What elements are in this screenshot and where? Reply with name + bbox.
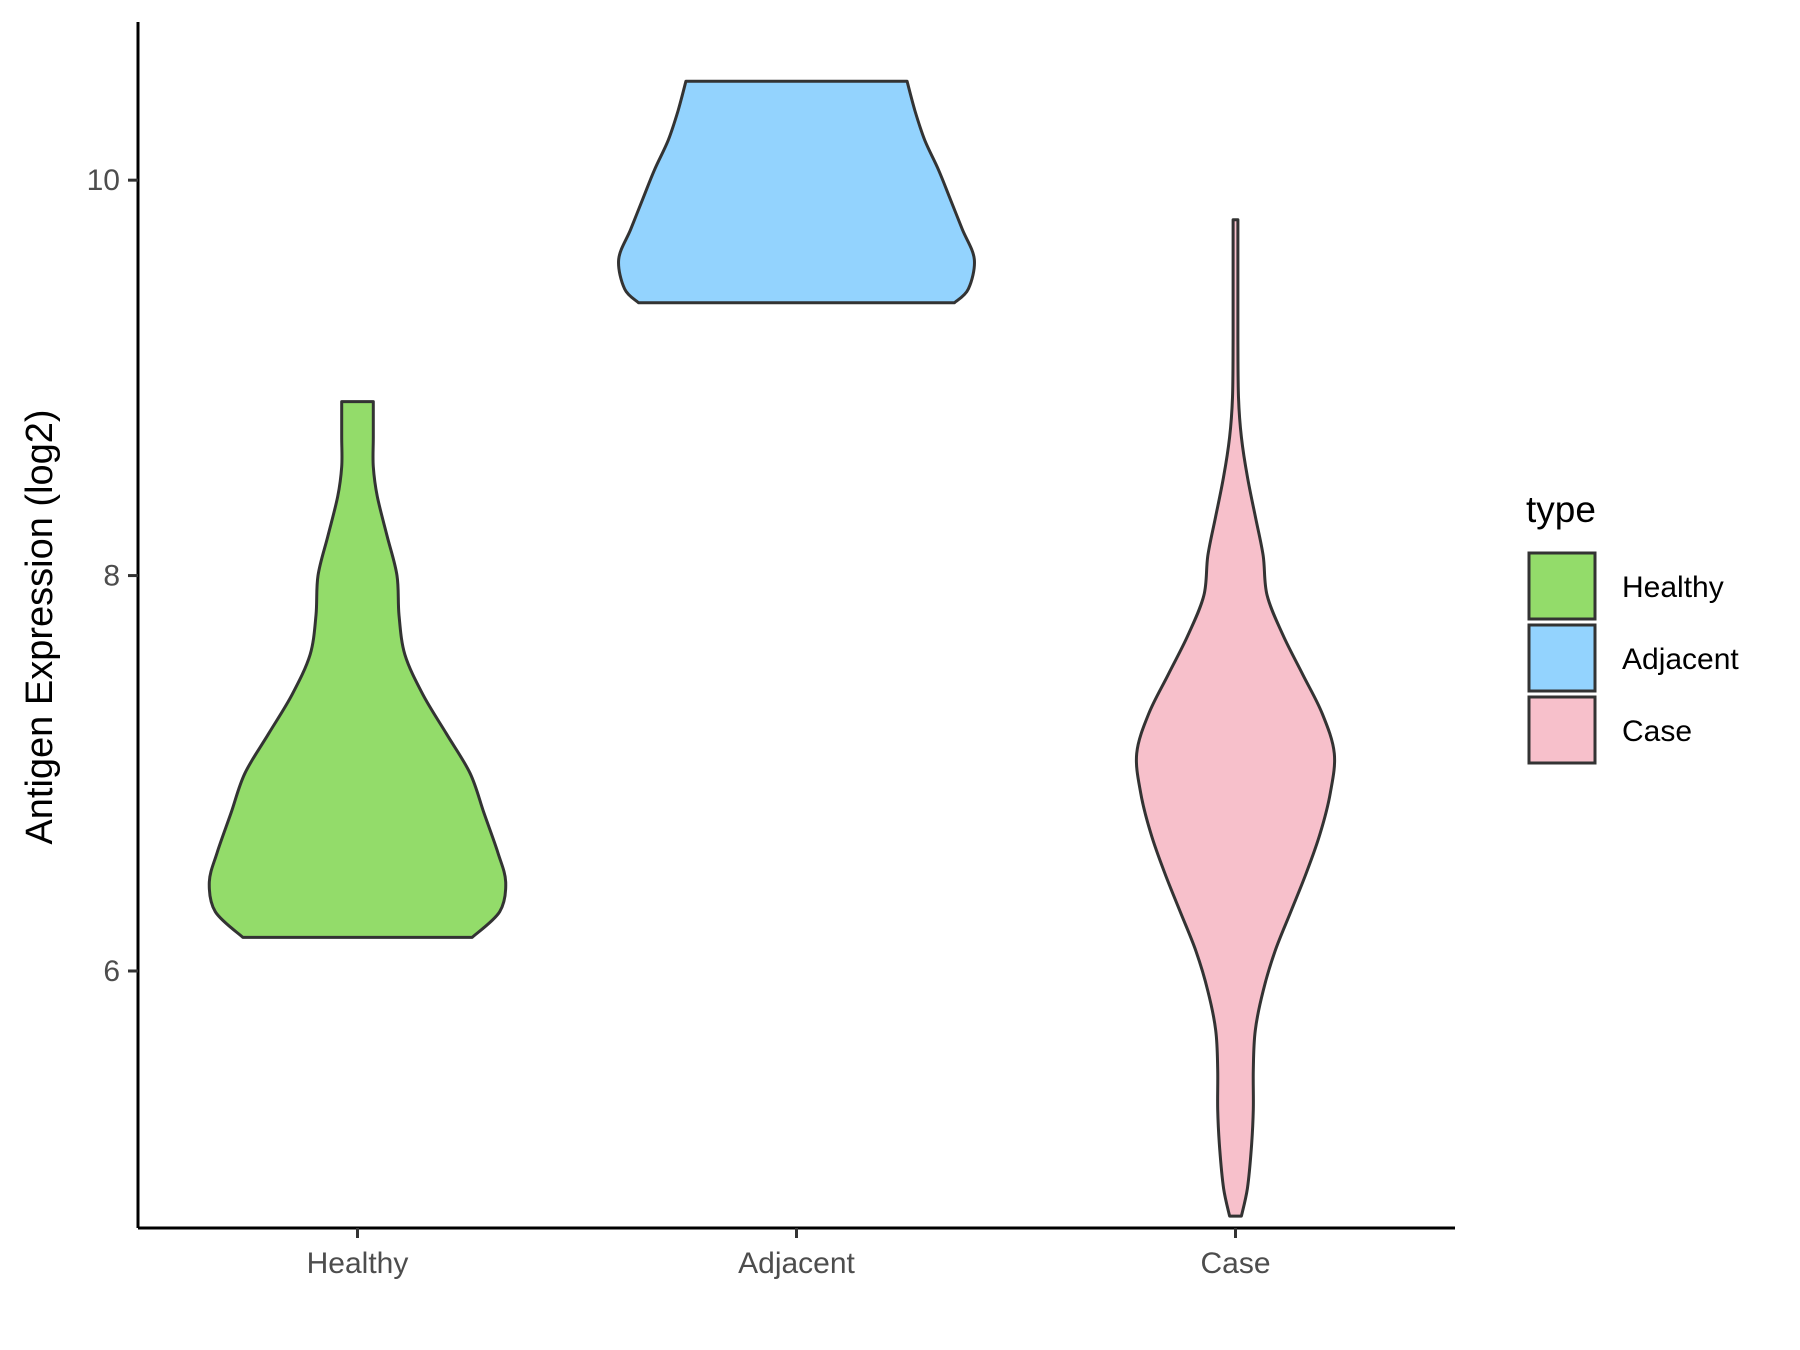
violin-healthy	[207, 400, 508, 939]
legend-label-case: Case	[1622, 715, 1692, 748]
axes-layer: 6 8 10 Healthy Adjacent Case	[87, 22, 1455, 1280]
legend-title: type	[1526, 489, 1596, 530]
legend: type Healthy Adjacent Case	[1526, 489, 1739, 765]
x-tick-label-adjacent: Adjacent	[738, 1247, 855, 1280]
y-tick-label-6: 6	[103, 955, 120, 988]
x-tick-label-case: Case	[1200, 1247, 1270, 1280]
y-tick-label-10: 10	[87, 164, 120, 197]
violin-adjacent	[617, 79, 976, 305]
x-tick-label-healthy: Healthy	[307, 1247, 409, 1280]
violin-layer	[207, 79, 1337, 1218]
y-axis-title: Antigen Expression (log2)	[19, 409, 61, 844]
legend-label-healthy: Healthy	[1622, 571, 1724, 604]
y-tick-label-8: 8	[103, 560, 120, 593]
legend-items: Healthy Adjacent Case	[1527, 551, 1739, 765]
legend-label-adjacent: Adjacent	[1622, 643, 1739, 676]
violin-case	[1134, 218, 1337, 1218]
legend-key-adjacent	[1527, 623, 1597, 693]
legend-key-healthy	[1527, 551, 1597, 621]
legend-key-case	[1527, 695, 1597, 765]
